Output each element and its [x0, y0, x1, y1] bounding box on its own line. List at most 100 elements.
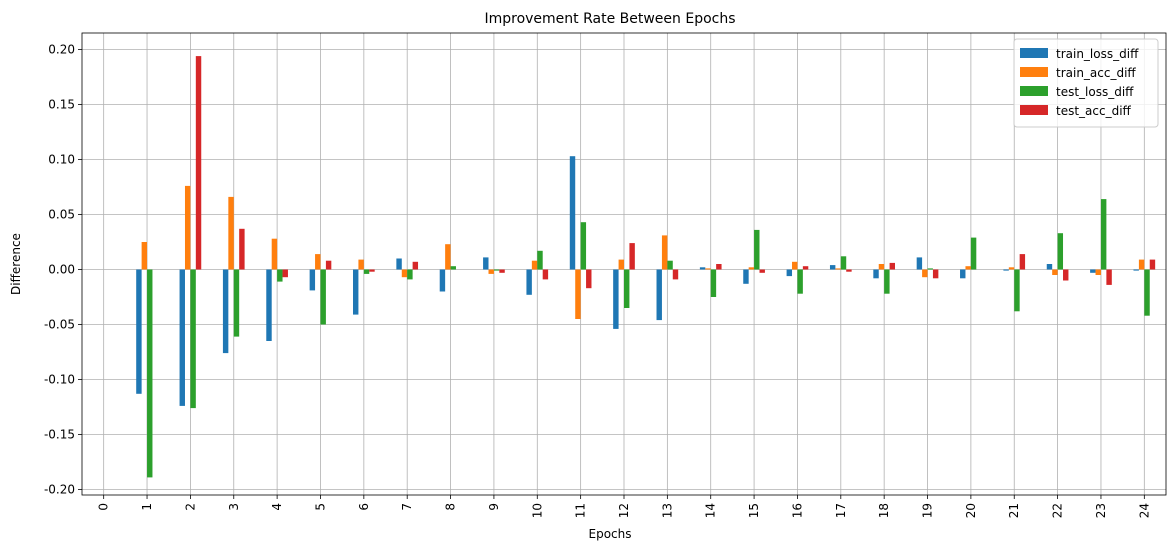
bar-train_acc_diff-18 [878, 264, 885, 270]
bar-train_loss_diff-23 [1090, 269, 1096, 273]
x-tick-label: 5 [313, 503, 327, 511]
x-tick-label: 23 [1094, 503, 1108, 518]
bar-train_acc_diff-10 [531, 260, 538, 270]
bar-test_acc_diff-11 [586, 269, 592, 289]
bar-test_loss_diff-22 [1057, 233, 1064, 270]
bar-train_loss_diff-18 [873, 269, 879, 279]
bar-train_acc_diff-9 [488, 269, 494, 274]
bar-test_acc_diff-7 [412, 261, 419, 270]
bar-test_loss_diff-14 [710, 269, 717, 297]
bar-test_loss_diff-16 [797, 269, 803, 294]
bar-train_loss_diff-8 [439, 269, 446, 292]
bar-train_acc_diff-1 [141, 242, 148, 270]
x-tick-label: 18 [877, 503, 891, 518]
bar-train_acc_diff-24 [1138, 259, 1145, 270]
x-tick-label: 14 [704, 503, 718, 518]
bar-test_acc_diff-12 [629, 243, 635, 270]
bar-train_acc_diff-23 [1095, 269, 1101, 275]
bar-test_acc_diff-16 [802, 266, 809, 270]
bar-train_loss_diff-13 [656, 269, 662, 321]
y-tick-label: 0.20 [48, 43, 75, 57]
bar-test_loss_diff-12 [624, 269, 630, 308]
bar-test_acc_diff-9 [499, 269, 505, 273]
bar-test_acc_diff-22 [1063, 269, 1069, 281]
bar-train_loss_diff-5 [309, 269, 316, 291]
x-tick-label: 21 [1007, 503, 1021, 518]
x-tick-label: 20 [964, 503, 978, 518]
bar-train_acc_diff-16 [792, 261, 798, 270]
bar-test_acc_diff-2 [195, 56, 202, 270]
legend-box [1013, 38, 1159, 128]
bar-test_loss_diff-8 [450, 266, 456, 270]
bar-train_loss_diff-2 [179, 269, 185, 406]
bar-train_loss_diff-22 [1046, 264, 1053, 270]
bar-train_acc_diff-5 [315, 254, 321, 270]
x-tick-label: 24 [1137, 503, 1151, 518]
y-axis-title: Difference [9, 233, 23, 295]
bar-test_loss_diff-18 [884, 269, 890, 294]
bar-test_loss_diff-21 [1014, 269, 1020, 312]
bar-train_loss_diff-7 [396, 258, 402, 270]
bar-train_acc_diff-13 [661, 235, 668, 270]
bar-train_loss_diff-14 [699, 267, 706, 270]
y-tick-label: -0.05 [44, 318, 75, 332]
bar-test_loss_diff-2 [190, 269, 196, 409]
bar-train_acc_diff-20 [965, 266, 971, 270]
x-tick-label: 12 [617, 503, 631, 518]
bar-test_loss_diff-5 [320, 269, 326, 325]
x-tick-label: 7 [400, 503, 414, 511]
bar-train_loss_diff-6 [353, 269, 359, 315]
x-tick-label: 4 [270, 503, 284, 511]
bar-train_loss_diff-21 [1003, 269, 1009, 271]
bar-test_loss_diff-20 [970, 237, 977, 270]
bar-test_loss_diff-11 [580, 222, 587, 270]
bar-test_acc_diff-19 [932, 269, 939, 279]
bar-test_acc_diff-3 [239, 228, 245, 270]
bar-train_loss_diff-19 [916, 257, 923, 270]
x-tick-label: 8 [444, 503, 458, 511]
bar-test_acc_diff-6 [369, 269, 375, 272]
bar-test_acc_diff-17 [846, 269, 852, 272]
bar-test_loss_diff-1 [147, 269, 153, 478]
bar-train_loss_diff-9 [483, 257, 489, 270]
x-tick-label: 19 [921, 503, 935, 518]
bar-test_loss_diff-24 [1144, 269, 1150, 316]
bar-test_loss_diff-7 [407, 269, 413, 280]
y-tick-label: 0.00 [48, 263, 75, 277]
bar-train_loss_diff-12 [613, 269, 619, 329]
x-tick-label: 16 [790, 503, 804, 518]
bar-test_loss_diff-9 [493, 269, 500, 271]
x-tick-label: 3 [227, 503, 241, 511]
bar-train_loss_diff-10 [526, 269, 532, 295]
bar-train_loss_diff-16 [786, 269, 793, 277]
x-tick-label: 17 [834, 503, 848, 518]
legend-swatch-train_loss_diff [1020, 48, 1048, 58]
bar-test_loss_diff-23 [1100, 199, 1107, 270]
bar-train_acc_diff-15 [748, 267, 755, 270]
bar-test_acc_diff-4 [282, 269, 288, 278]
legend-swatch-train_acc_diff [1020, 67, 1048, 77]
legend-label-train_acc_diff: train_acc_diff [1056, 66, 1136, 80]
ticks: -0.20 -0.15 -0.10 -0.05 0.00 0.05 0.10 0.15 0.20… [44, 43, 1151, 519]
legend-swatch-test_loss_diff [1020, 86, 1048, 96]
bar-train_loss_diff-17 [829, 265, 836, 270]
bar-test_acc_diff-10 [542, 269, 549, 280]
y-tick-label: 0.10 [48, 153, 75, 167]
bar-test_loss_diff-19 [927, 268, 933, 270]
bar-train_acc_diff-14 [705, 268, 711, 270]
x-tick-label: 2 [183, 503, 197, 511]
y-tick-label: -0.15 [44, 428, 75, 442]
y-tick-label: -0.10 [44, 373, 75, 387]
x-tick-label: 6 [357, 503, 371, 511]
bar-train_acc_diff-8 [445, 244, 451, 270]
bar-train_acc_diff-3 [228, 196, 234, 270]
y-tick-label: 0.15 [48, 98, 75, 112]
x-tick-label: 1 [140, 503, 154, 511]
bar-train_loss_diff-4 [266, 269, 272, 341]
x-tick-label: 22 [1051, 503, 1065, 518]
bar-train_acc_diff-17 [835, 268, 841, 270]
bar-test_acc_diff-23 [1106, 269, 1112, 285]
x-tick-label: 0 [97, 503, 111, 511]
bar-test_loss_diff-17 [840, 256, 847, 270]
